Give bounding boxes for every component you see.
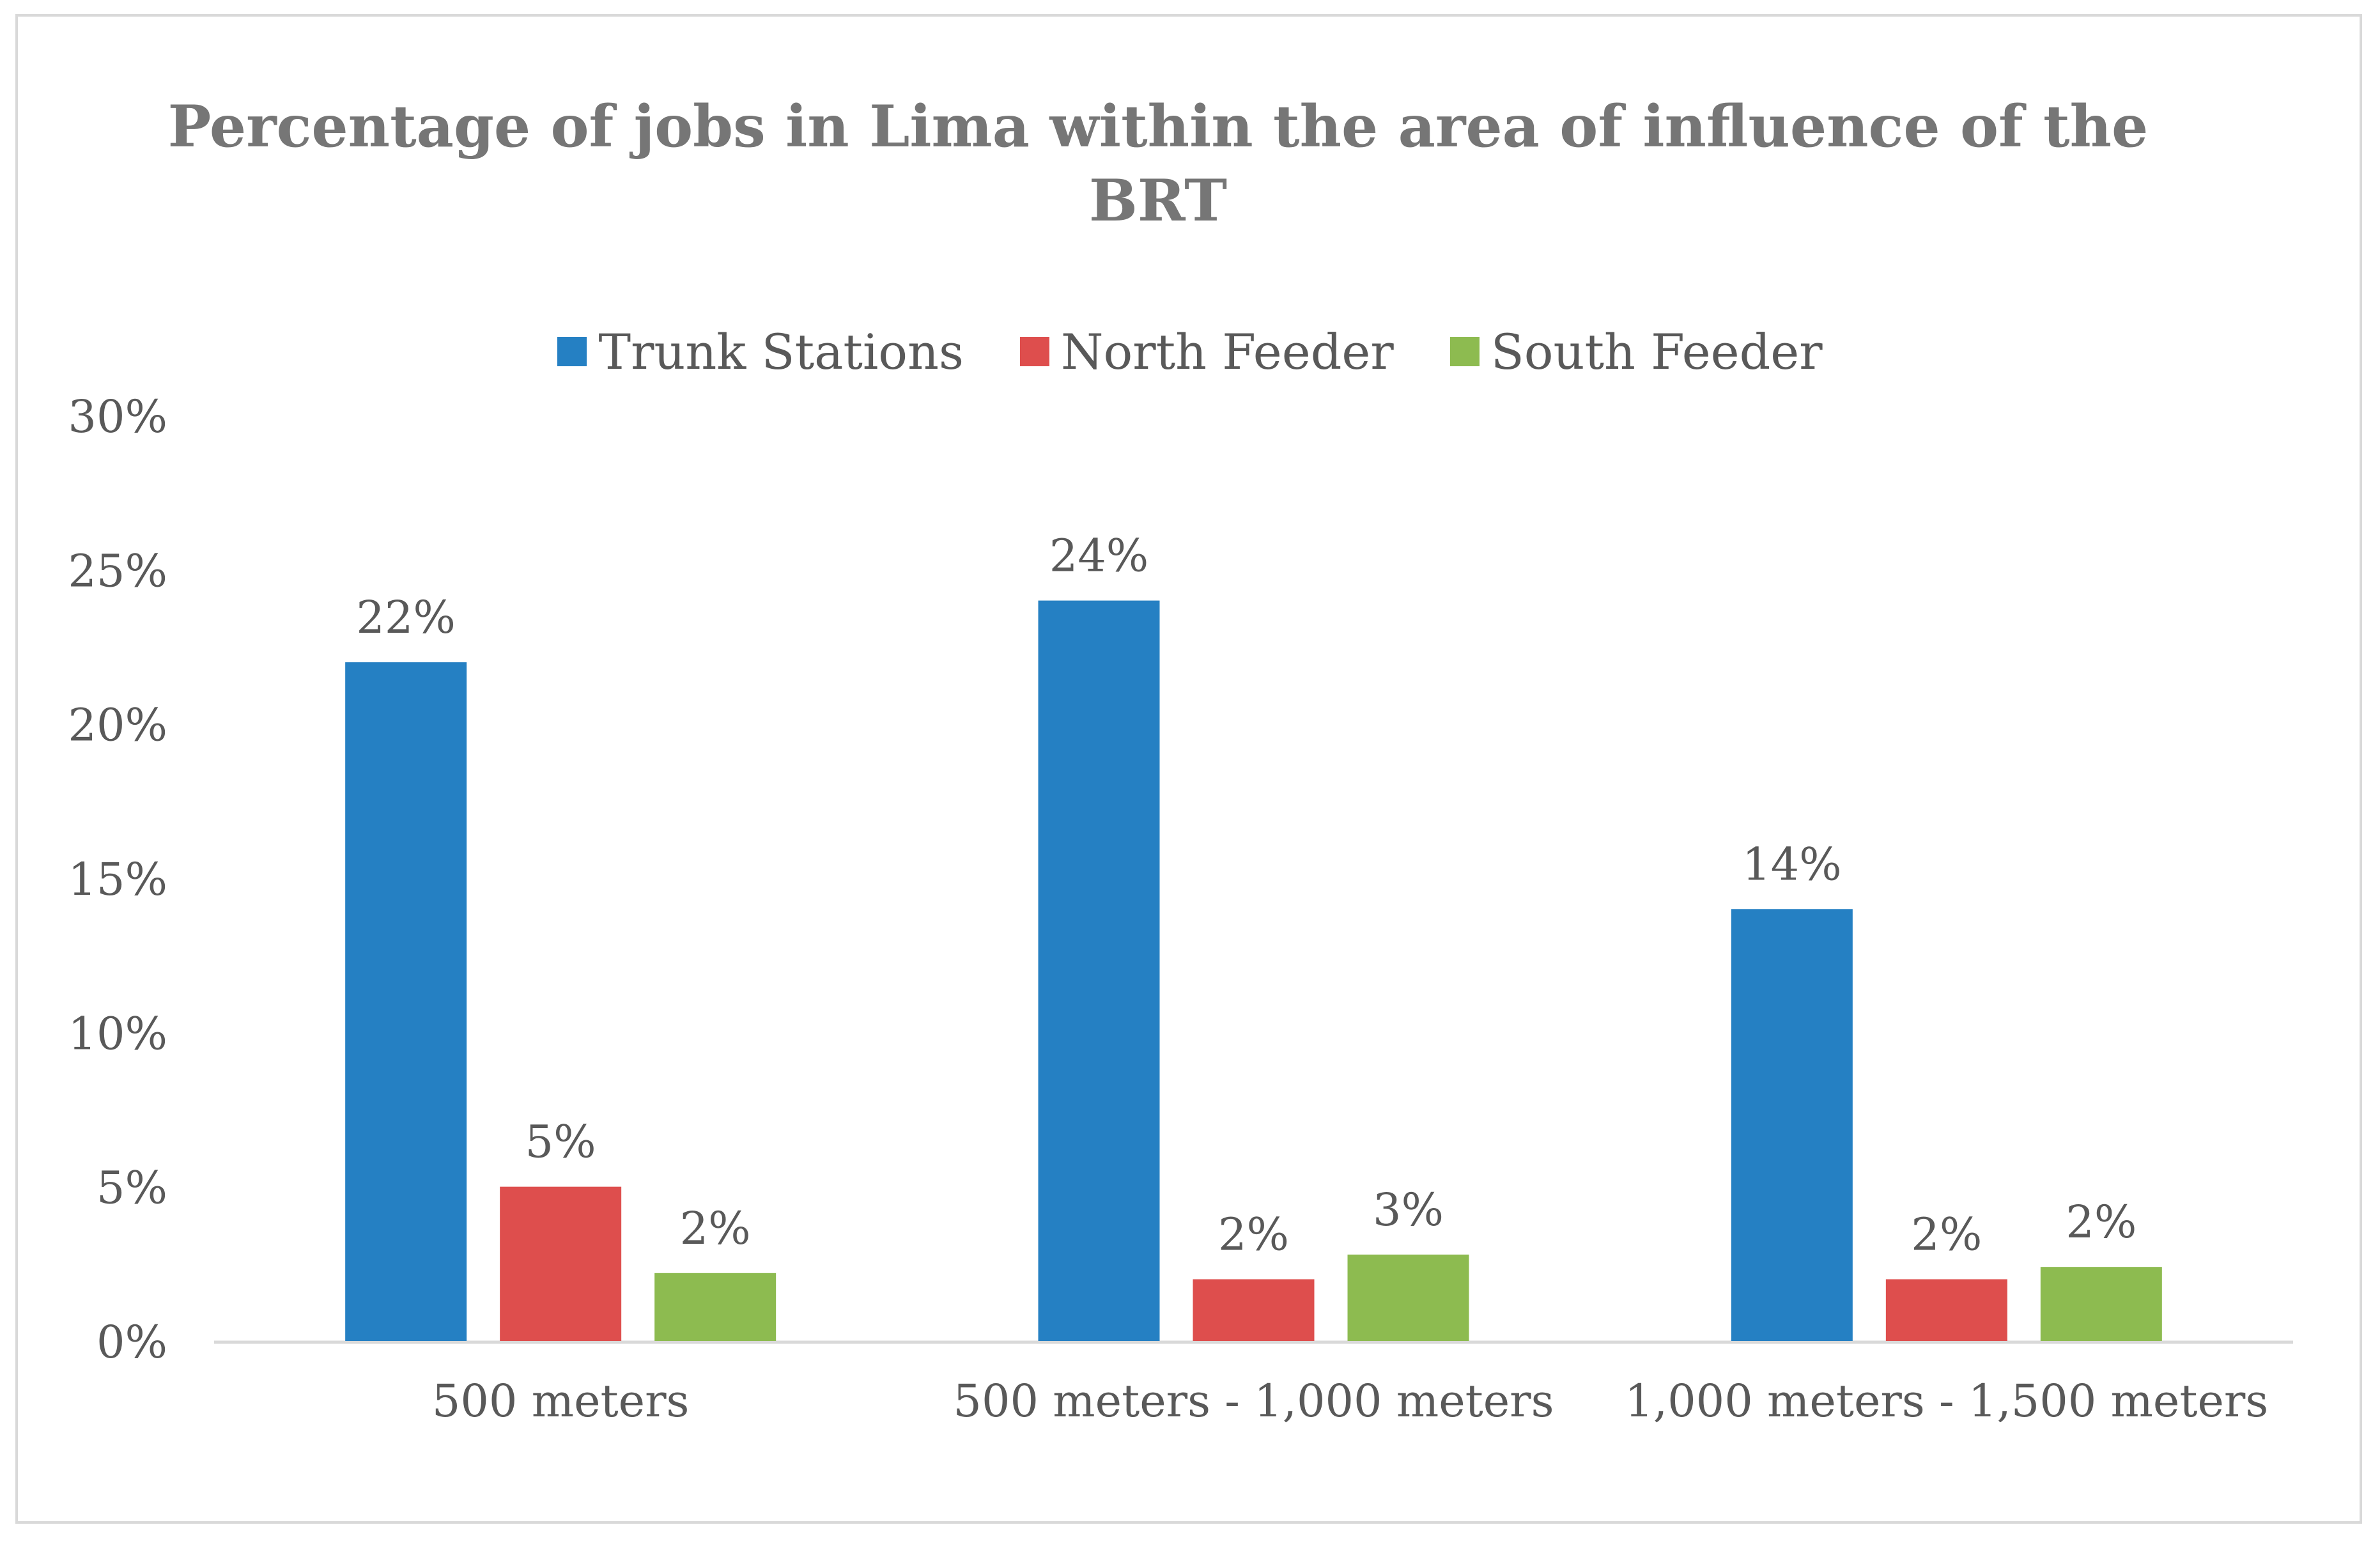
bar-trunk-stations [345,662,467,1341]
bar-trunk-stations [1038,600,1160,1341]
legend-swatch-trunk-stations [557,337,587,366]
data-label: 22% [356,591,456,644]
bar-south-feeder [1347,1254,1469,1341]
y-tick-label: 0% [97,1316,167,1368]
bar-north-feeder [500,1186,622,1341]
legend-label-trunk-stations: Trunk Stations [598,323,964,380]
x-category-label: 1,000 meters - 1,500 meters [1625,1375,2268,1427]
bar-north-feeder [1193,1279,1315,1341]
y-tick-label: 20% [68,699,167,752]
legend-item-south-feeder: South Feeder [1449,323,1823,380]
data-label: 2% [1911,1208,1982,1260]
x-category-label: 500 meters - 1,000 meters [953,1375,1554,1427]
data-label: 14% [1742,838,1842,890]
data-label: 5% [525,1116,596,1168]
legend-label-north-feeder: North Feeder [1060,323,1394,380]
legend-label-south-feeder: South Feeder [1490,323,1823,380]
legend-item-north-feeder: North Feeder [1019,323,1394,380]
bar-trunk-stations [1731,909,1853,1341]
y-tick-label: 30% [68,391,167,443]
data-label: 2% [2066,1196,2137,1248]
y-tick-label: 10% [68,1007,167,1060]
legend-swatch-north-feeder [1019,337,1049,366]
legend-swatch-south-feeder [1449,337,1480,366]
chart-title: Percentage of jobs in Lima within the ar… [167,93,2149,235]
data-label: 3% [1373,1184,1444,1236]
bar-south-feeder [654,1273,777,1341]
bar-north-feeder [1885,1279,2007,1341]
data-label: 2% [1218,1208,1289,1260]
bar-south-feeder [2040,1267,2162,1341]
y-tick-label: 25% [68,545,167,597]
x-category-label: 500 meters [432,1375,690,1427]
data-label: 2% [680,1202,751,1255]
y-tick-label: 15% [68,853,167,906]
y-tick-label: 5% [97,1162,167,1214]
chart-legend: Trunk Stations North Feeder South Feeder [0,313,2380,390]
legend-item-trunk-stations: Trunk Stations [557,323,964,380]
data-label: 24% [1049,530,1149,582]
